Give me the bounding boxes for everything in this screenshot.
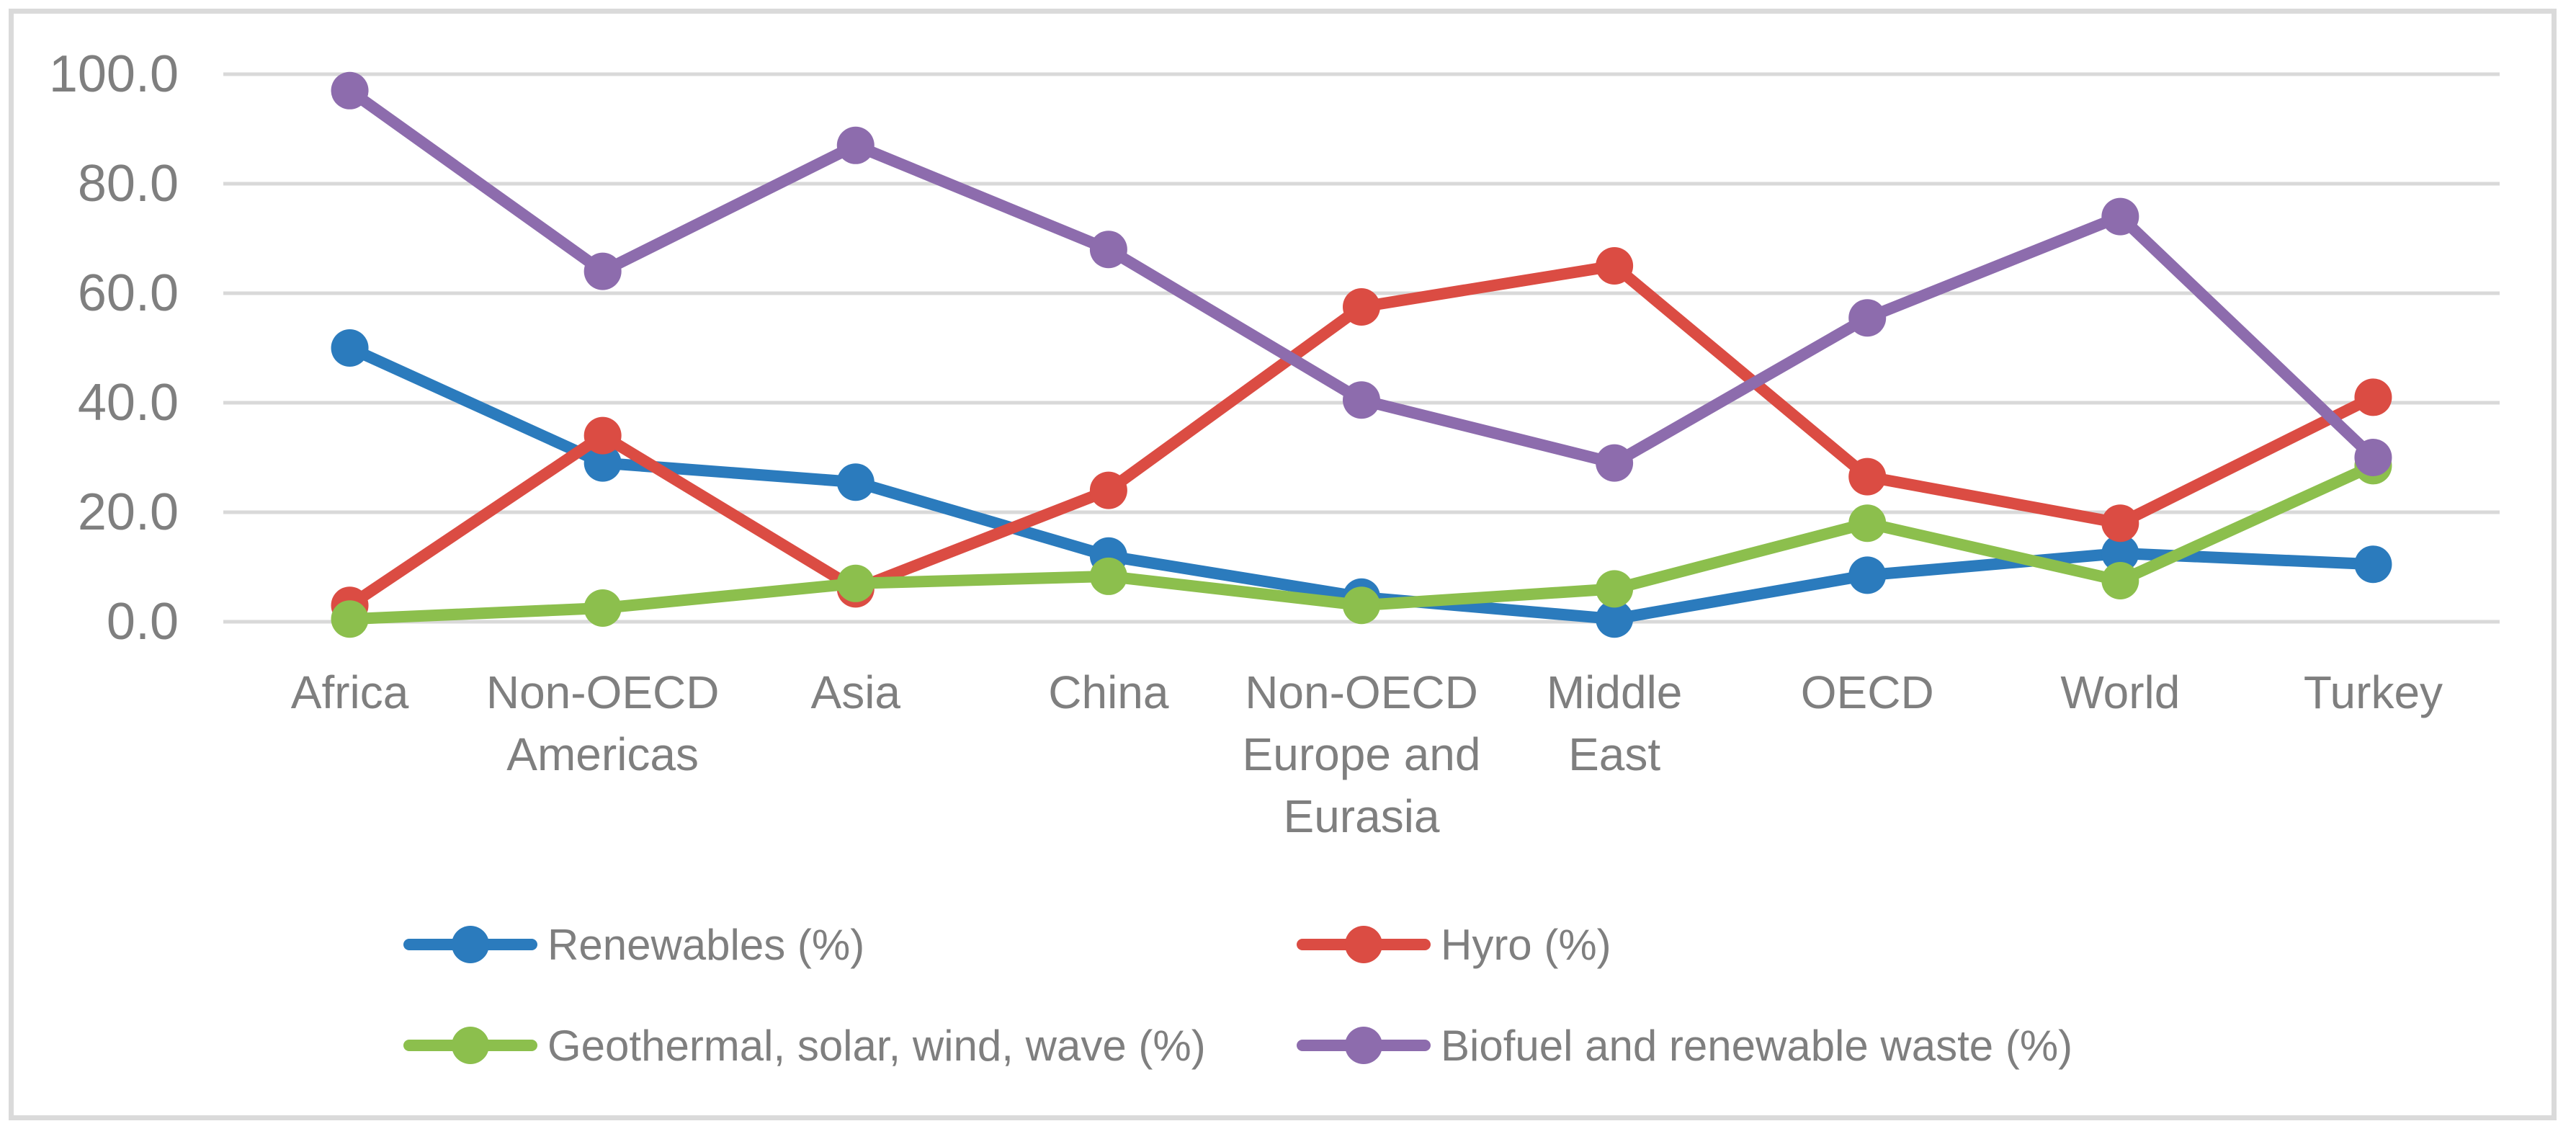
data-point-marker [836, 126, 875, 164]
y-tick-label: 60.0 [77, 264, 179, 322]
data-point-marker [583, 252, 622, 290]
legend-item-hyro-: Hyro (%) [1297, 913, 1611, 976]
data-point-marker [2354, 439, 2392, 476]
data-point-marker [2101, 504, 2139, 543]
data-point-marker [2354, 545, 2392, 584]
data-point-marker [1596, 247, 1634, 285]
data-point-marker [2101, 562, 2139, 599]
x-tick-label: China [1048, 666, 1169, 718]
x-tick-label: Asia [810, 666, 901, 718]
data-point-marker [836, 463, 875, 501]
legend-line-marker-icon [403, 1014, 537, 1077]
data-point-marker [1848, 556, 1887, 594]
data-point-marker [1848, 457, 1887, 496]
x-tick-label: World [2060, 666, 2181, 718]
data-point-marker [583, 589, 622, 627]
x-tick-label: OECD [1800, 666, 1934, 718]
legend-label: Renewables (%) [547, 920, 865, 969]
data-point-marker [1343, 288, 1380, 326]
data-point-marker [1596, 444, 1634, 482]
data-point-marker [331, 329, 369, 367]
y-tick-label: 20.0 [77, 483, 179, 541]
x-tick-label: Middle East [1546, 666, 1683, 780]
x-tick-label: Non-OECD Europe and Eurasia [1242, 666, 1481, 842]
x-tick-label: Turkey [2303, 666, 2443, 718]
legend-item-renewables-: Renewables (%) [403, 913, 864, 976]
x-tick-label: Africa [290, 666, 409, 718]
data-point-marker [1596, 600, 1634, 638]
data-point-marker [2101, 197, 2139, 236]
y-tick-label: 0.0 [106, 593, 179, 651]
data-point-marker [583, 444, 622, 482]
data-point-marker [331, 600, 369, 638]
data-point-marker [2101, 535, 2139, 572]
data-point-marker [1596, 570, 1634, 608]
data-point-marker [1848, 299, 1887, 337]
legend-label: Biofuel and renewable waste (%) [1441, 1021, 2073, 1070]
legend-label: Hyro (%) [1441, 920, 1611, 969]
data-point-marker [1089, 557, 1127, 595]
data-point-marker [331, 71, 369, 110]
data-point-marker [2354, 378, 2392, 416]
y-tick-label: 100.0 [48, 45, 179, 103]
data-point-marker [1343, 381, 1380, 419]
data-point-marker [1848, 504, 1887, 543]
legend-line-marker-icon [1297, 913, 1431, 976]
data-point-marker [1089, 471, 1127, 509]
legend-line-marker-icon [1297, 1014, 1431, 1077]
legend-item-geothermal-solar-wind-wave-: Geothermal, solar, wind, wave (%) [403, 1014, 1206, 1077]
data-point-marker [1343, 586, 1380, 625]
legend-label: Geothermal, solar, wind, wave (%) [547, 1021, 1206, 1070]
legend-line-marker-icon [403, 913, 537, 976]
y-tick-label: 80.0 [77, 155, 179, 213]
data-point-marker [583, 416, 622, 455]
data-point-marker [1089, 231, 1127, 269]
data-point-marker [836, 564, 875, 602]
legend-item-biofuel-and-renewable-waste-: Biofuel and renewable waste (%) [1297, 1014, 2072, 1077]
x-tick-label: Non-OECD Americas [486, 666, 720, 780]
y-tick-label: 40.0 [77, 374, 179, 432]
